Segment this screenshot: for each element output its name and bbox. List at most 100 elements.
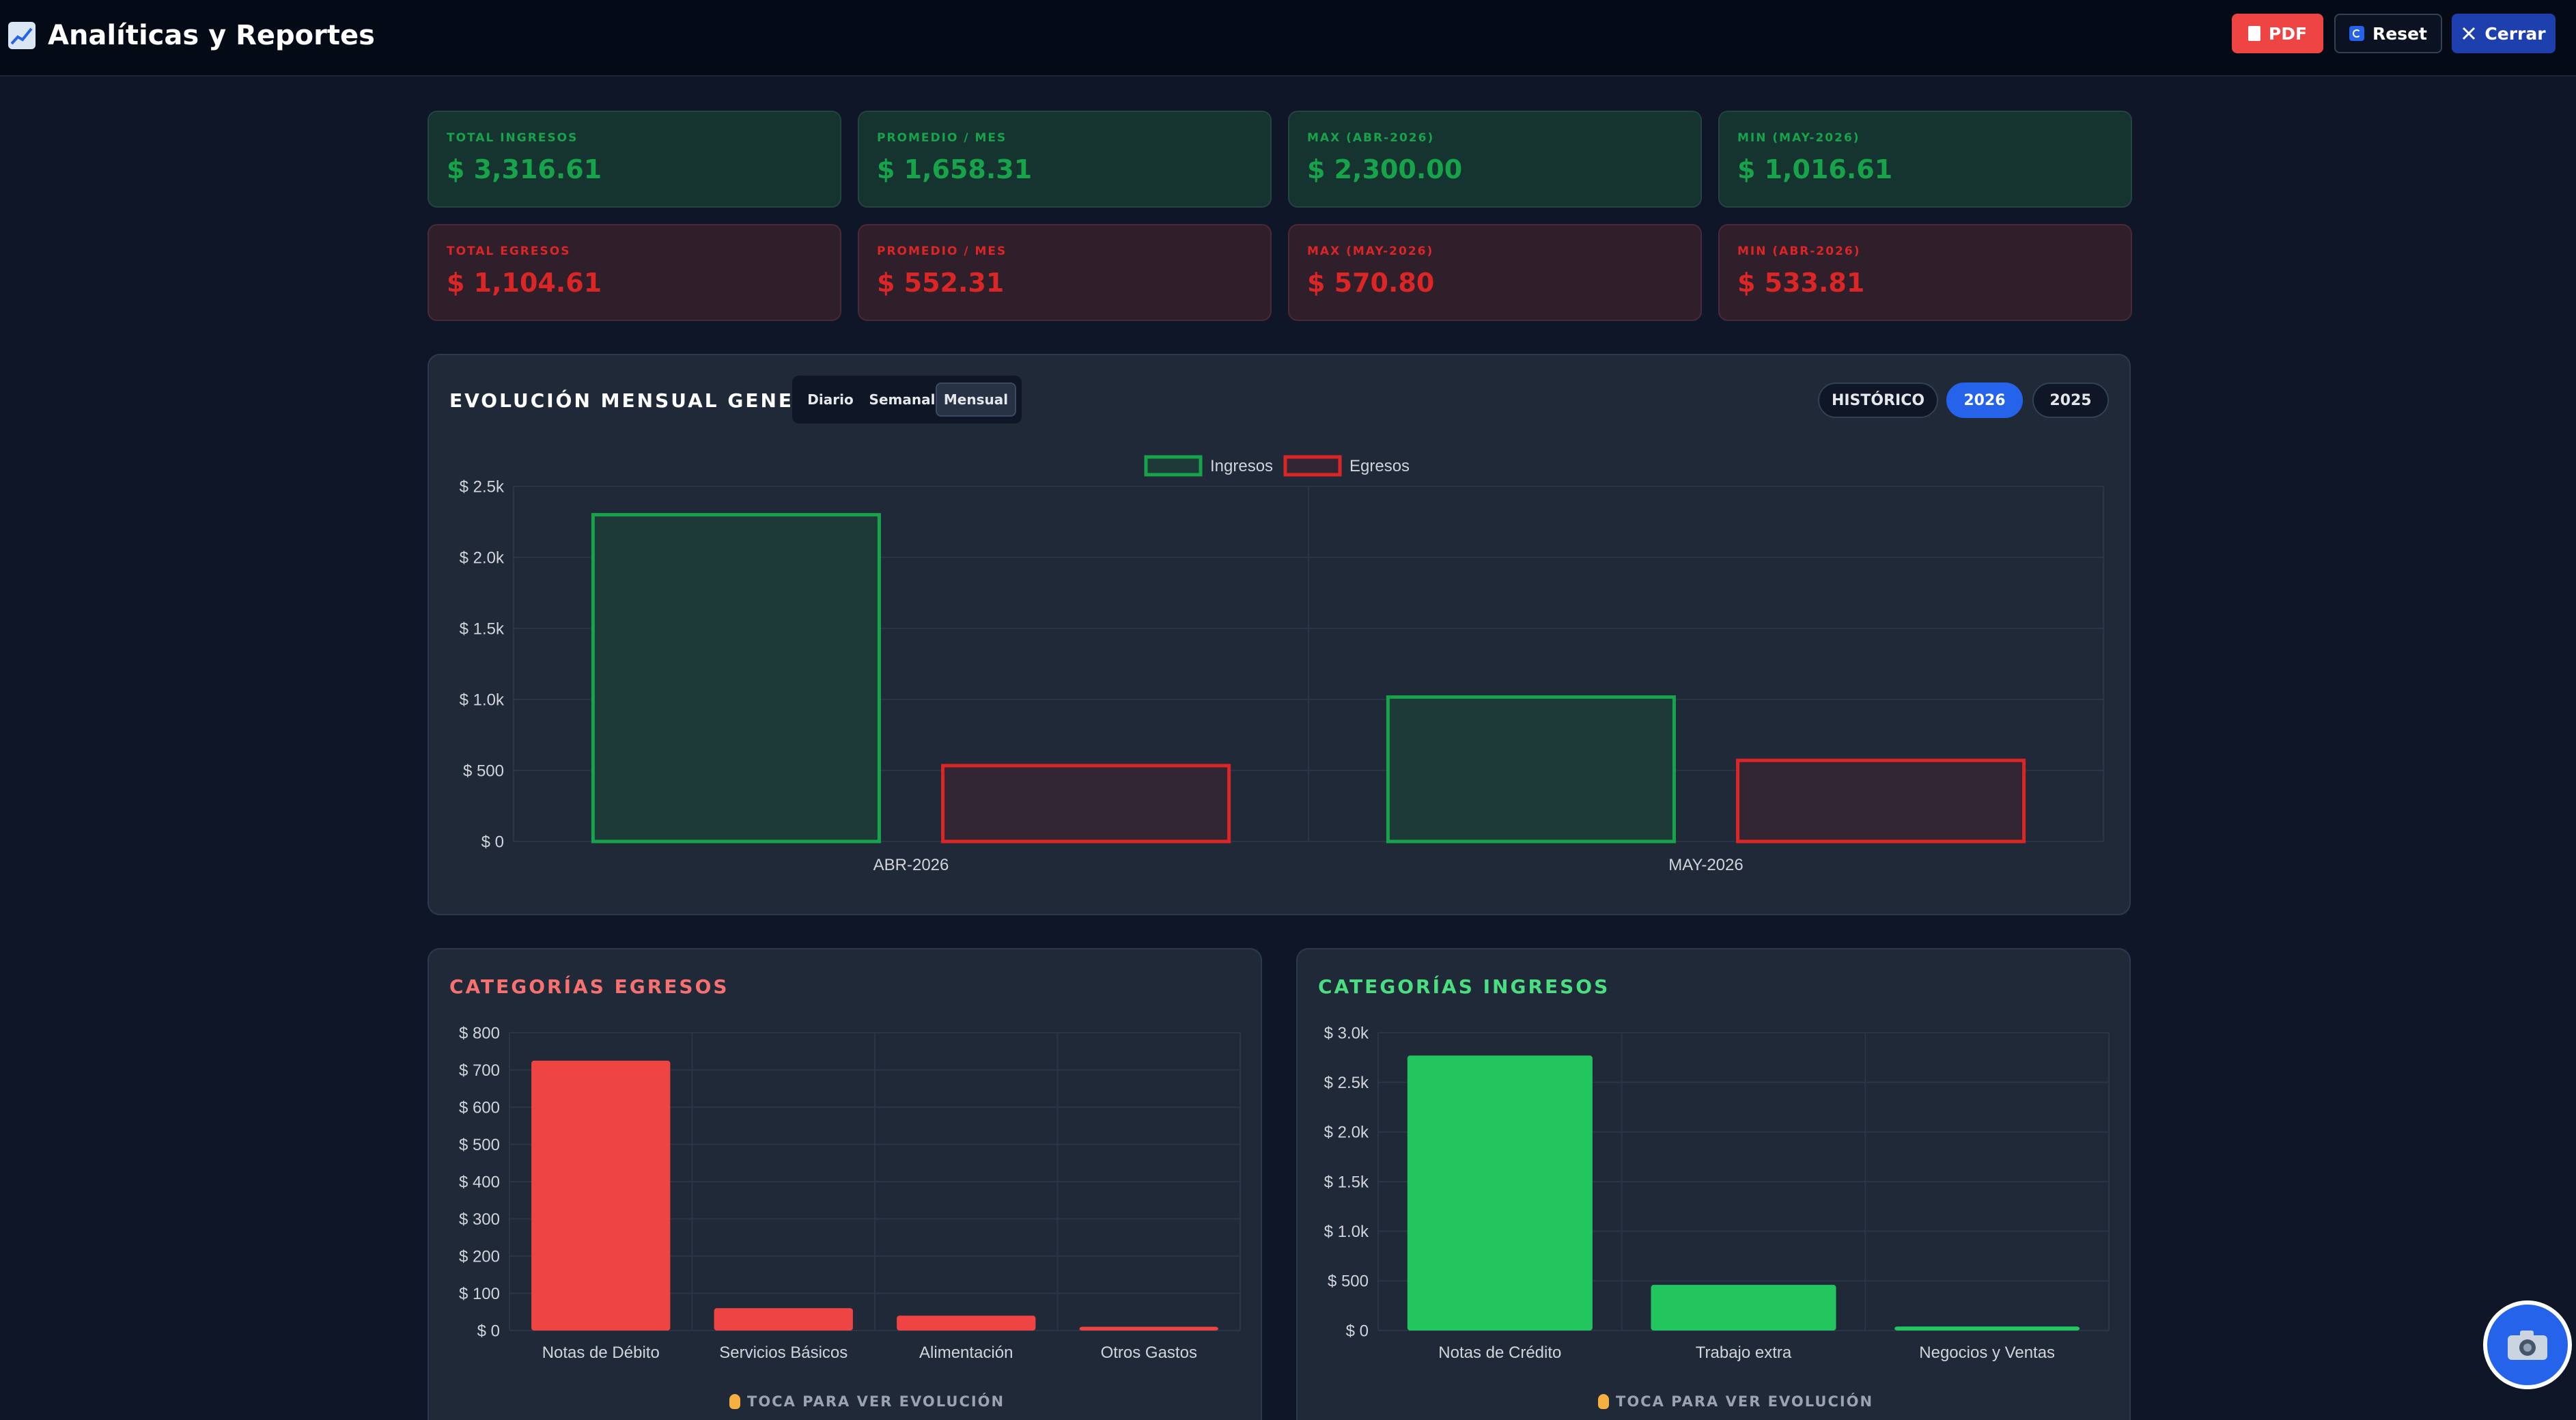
period-2026[interactable]: 2026 [1946,382,2023,418]
stat-card-total-expense: TOTAL EGRESOS $ 1,104.61 [428,224,841,321]
y-tick-label: $ 1.0k [1324,1223,1369,1241]
income-categories-chart: $ 0 $ 500 $ 1.0k $ 1.5k $ 2.0k $ 2.5k $ 3.0k No… [1324,1024,2110,1362]
pointing-hand-icon [1598,1394,1609,1409]
y-tick-label: $ 0 [481,833,504,851]
pointing-hand-icon [729,1394,740,1409]
x-tick-label: Trabajo extra [1696,1344,1792,1362]
y-tick-label: $ 0 [1346,1322,1369,1340]
evolution-chart: $ 0 $ 500 $ 1.0k $ 1.5k $ 2.0k $ 2.5k ABR-2026… [460,455,2104,874]
stat-label: TOTAL INGRESOS [447,131,578,145]
income-categories-title: CATEGORÍAS INGRESOS [1318,975,1610,998]
category-bar [1651,1285,1836,1331]
granularity-weekly[interactable]: Semanal [869,391,936,408]
y-tick-label: $ 1.5k [460,619,505,638]
legend-swatch-egresos [1283,455,1342,477]
close-button-label: Cerrar [2484,23,2546,44]
bar-egresos [1736,758,2026,844]
granularity-monthly[interactable]: Mensual [936,382,1016,417]
y-tick-label: $ 500 [463,762,504,780]
y-tick-label: $ 700 [459,1061,500,1080]
y-tick-label: $ 800 [459,1024,500,1042]
hint-text: TOCA PARA VER EVOLUCIÓN [747,1393,1005,1410]
stat-label: PROMEDIO / MES [877,131,1007,145]
stat-value: $ 533.81 [1737,268,1865,298]
y-tick-label: $ 1.0k [460,691,505,709]
category-bar [714,1308,853,1331]
stat-label: TOTAL EGRESOS [447,245,571,258]
category-bar [897,1315,1036,1331]
x-tick-label: Notas de Crédito [1438,1344,1561,1362]
stat-card-income-average: PROMEDIO / MES $ 1,658.31 [858,111,1272,208]
stat-card-income-min: MIN (MAY-2026) $ 1,016.61 [1718,111,2132,208]
evolution-title: EVOLUCIÓN MENSUAL GENERAL [449,389,842,412]
stat-label: PROMEDIO / MES [877,245,1007,258]
x-tick-label: MAY-2026 [1668,856,1743,874]
stat-label: MAX (ABR-2026) [1307,131,1435,145]
legend-label-ingresos: Ingresos [1210,457,1273,475]
y-tick-label: $ 2.5k [1324,1074,1369,1092]
expense-categories-hint: TOCA PARA VER EVOLUCIÓN [729,1393,1005,1410]
stat-card-expense-max: MAX (MAY-2026) $ 570.80 [1288,224,1702,321]
stat-value: $ 3,316.61 [447,154,602,184]
y-tick-label: $ 500 [1328,1272,1369,1291]
stat-value: $ 552.31 [877,268,1005,298]
close-icon [2463,27,2476,40]
app-title: Analíticas y Reportes [8,15,375,56]
stat-card-total-income: TOTAL INGRESOS $ 3,316.61 [428,111,841,208]
reset-icon [2349,26,2364,41]
y-tick-label: $ 3.0k [1324,1024,1369,1042]
close-button[interactable]: Cerrar [2452,14,2556,53]
camera-icon [2508,1331,2547,1360]
expense-categories-chart: $ 0 $ 100 $ 200 $ 300 $ 400 $ 500 $ 600 $ 700 $ … [459,1024,1241,1362]
y-tick-label: $ 2.5k [460,477,505,496]
y-tick-label: $ 400 [459,1173,500,1191]
stat-value: $ 570.80 [1307,268,1435,298]
stat-card-expense-min: MIN (ABR-2026) $ 533.81 [1718,224,2132,321]
x-tick-label: Otros Gastos [1101,1344,1197,1362]
category-bar [1407,1055,1593,1331]
x-tick-label: Servicios Básicos [719,1344,848,1362]
bar-ingresos [591,513,881,844]
income-categories-hint: TOCA PARA VER EVOLUCIÓN [1598,1393,1873,1410]
y-tick-label: $ 500 [459,1136,500,1154]
stat-card-income-max: MAX (ABR-2026) $ 2,300.00 [1288,111,1702,208]
expense-categories-title: CATEGORÍAS EGRESOS [449,975,729,998]
hint-text: TOCA PARA VER EVOLUCIÓN [1616,1393,1874,1410]
reset-button[interactable]: Reset [2334,14,2442,53]
top-bar: Analíticas y Reportes PDF Reset Cerrar [0,0,2576,76]
x-tick-label: Negocios y Ventas [1919,1344,2055,1362]
legend-label-egresos: Egresos [1349,457,1410,475]
stat-value: $ 2,300.00 [1307,154,1463,184]
x-tick-label: Alimentación [919,1344,1013,1362]
category-bar [531,1060,671,1331]
category-bar [1894,1326,2080,1331]
stat-card-expense-average: PROMEDIO / MES $ 552.31 [858,224,1272,321]
stat-value: $ 1,104.61 [447,268,602,298]
camera-button[interactable] [2483,1300,2572,1389]
y-tick-label: $ 200 [459,1247,500,1266]
granularity-toggle: Diario Semanal Mensual [792,376,1022,423]
stat-label: MIN (MAY-2026) [1737,131,1860,145]
stat-value: $ 1,658.31 [877,154,1033,184]
y-tick-label: $ 2.0k [1324,1124,1369,1142]
y-tick-label: $ 100 [459,1285,500,1303]
stat-label: MIN (ABR-2026) [1737,245,1861,258]
pdf-button-label: PDF [2268,23,2308,44]
stat-label: MAX (MAY-2026) [1307,245,1434,258]
y-tick-label: $ 2.0k [460,548,505,567]
y-tick-label: $ 600 [459,1098,500,1117]
period-2025[interactable]: 2025 [2032,382,2109,418]
pdf-button[interactable]: PDF [2232,14,2323,53]
y-tick-label: $ 1.5k [1324,1173,1369,1191]
bar-ingresos [1386,695,1676,844]
category-bar [1079,1326,1218,1331]
y-tick-label: $ 300 [459,1210,500,1229]
stat-value: $ 1,016.61 [1737,154,1893,184]
period-historic[interactable]: HISTÓRICO [1818,382,1938,418]
y-tick-label: $ 0 [477,1322,500,1340]
x-tick-label: Notas de Débito [542,1344,660,1362]
granularity-daily[interactable]: Diario [807,391,854,408]
page-title: Analíticas y Reportes [48,20,375,51]
chart-increasing-icon [8,22,36,49]
document-icon [2248,26,2260,41]
